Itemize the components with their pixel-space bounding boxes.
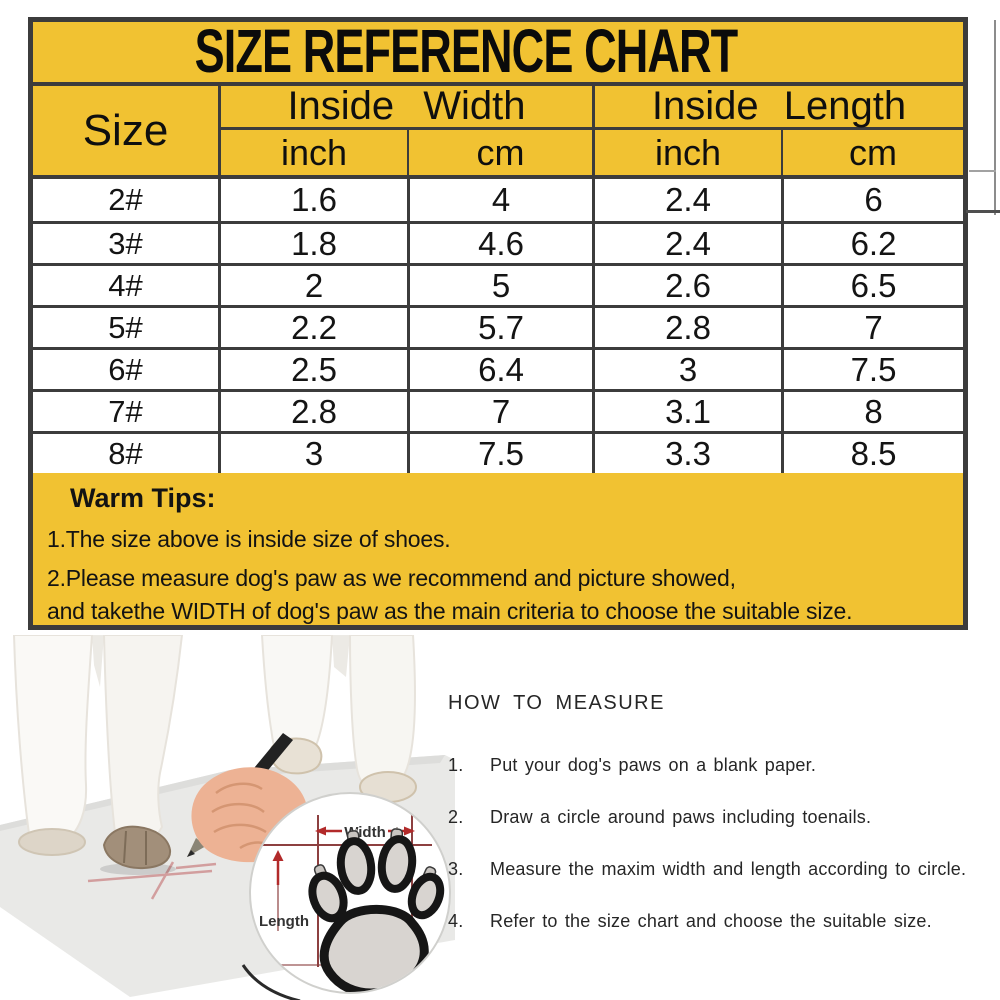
table-cell: 4: [407, 179, 592, 221]
table-cell: 5#: [33, 305, 218, 347]
step-number: 4.: [448, 911, 464, 931]
table-cell: 6: [781, 179, 963, 221]
measure-step: 3. Measure the maxim width and length ac…: [448, 859, 1000, 880]
table-cell: 4#: [33, 263, 218, 305]
traced-line: [241, 964, 301, 1000]
table-cell: 2#: [108, 182, 143, 217]
table-cell: 4.6: [407, 221, 592, 263]
measure-step: 4. Refer to the size chart and choose th…: [448, 911, 1000, 932]
table-cell: 3.1: [592, 389, 781, 431]
table-cell: 8: [781, 389, 963, 431]
header-length-inch: inch: [592, 130, 781, 175]
warm-tips-heading: Warm Tips:: [70, 483, 216, 513]
header-length-cm: cm: [781, 130, 963, 175]
table-cell: 2.8: [592, 305, 781, 347]
measure-step: 1. Put your dog's paws on a blank paper.: [448, 755, 1000, 776]
size-reference-table: SIZE REFERENCE CHART Size Inside Width I…: [28, 17, 968, 630]
table-cell: 7: [407, 389, 592, 431]
header-width-cm: cm: [407, 130, 592, 175]
trace-marks: [87, 861, 217, 900]
step-text: Measure the maxim width and length accor…: [490, 859, 967, 879]
table-cell: 3: [218, 431, 407, 473]
dog-hind-legs: [260, 634, 417, 803]
table-cell: 6#: [33, 347, 218, 389]
table-cell: 2.4: [592, 221, 781, 263]
step-number: 2.: [448, 807, 464, 827]
edge-artifact-line: [994, 20, 996, 215]
step-number: 1.: [448, 755, 464, 775]
table-cell: 3.3: [592, 431, 781, 473]
length-arrow: [272, 850, 284, 885]
chart-title: SIZE REFERENCE CHART: [194, 18, 739, 86]
table-cell: 3#: [33, 221, 218, 263]
table-cell: 2.2: [218, 305, 407, 347]
table-cell: 8.5: [781, 431, 963, 473]
header-inside-length: Inside Length: [592, 84, 963, 130]
warm-tips-section: Warm Tips: 1.The size above is inside si…: [33, 473, 963, 625]
table-cell: 1.8: [218, 221, 407, 263]
table-cell: 6.4: [407, 347, 592, 389]
table-cell: 7#: [33, 389, 218, 431]
measurement-photo-svg: Width Length: [0, 634, 455, 1000]
warm-tips-line: 1.The size above is inside size of shoes…: [47, 526, 451, 552]
warm-tips-line: and takethe WIDTH of dog's paw as the ma…: [47, 598, 853, 624]
measurement-photo: Width Length: [0, 634, 455, 1000]
table-cell: 5.7: [407, 305, 592, 347]
table-body: 2# 1.6 4 2.4 6 3# 1.8 4.6 2.4 6.2 4# 2 5…: [33, 179, 963, 473]
step-text: Put your dog's paws on a blank paper.: [490, 755, 817, 775]
table-cell: 2.5: [218, 347, 407, 389]
table-title-row: SIZE REFERENCE CHART: [33, 19, 963, 86]
table-cell: 6.5: [781, 263, 963, 305]
table-cell: 7.5: [407, 431, 592, 473]
table-cell: 2.4: [592, 179, 781, 221]
table-cell: 2.8: [218, 389, 407, 431]
step-text: Draw a circle around paws including toen…: [490, 807, 872, 827]
table-cell: 7: [781, 305, 963, 347]
how-to-measure-section: HOW TO MEASURE 1. Put your dog's paws on…: [448, 692, 1000, 963]
length-label: Length: [259, 913, 309, 930]
table-cell: 3: [592, 347, 781, 389]
step-text: Refer to the size chart and choose the s…: [490, 911, 932, 931]
table-cell: 8#: [33, 431, 218, 473]
measure-step: 2. Draw a circle around paws including t…: [448, 807, 1000, 828]
table-cell: 2: [218, 263, 407, 305]
dog-front-legs: [12, 634, 184, 875]
table-cell: 6.2: [781, 221, 963, 263]
table-cell: 5: [407, 263, 592, 305]
edge-artifact-tick: [966, 210, 1000, 213]
header-size: Size: [82, 105, 169, 155]
warm-tips-line: 2.Please measure dog's paw as we recomme…: [47, 565, 736, 591]
how-to-measure-heading: HOW TO MEASURE: [448, 692, 665, 714]
header-width-inch: inch: [218, 130, 407, 175]
table-cell: 7.5: [781, 347, 963, 389]
edge-artifact-tick: [969, 170, 996, 172]
table-header: Size Inside Width Inside Length inch cm …: [33, 84, 963, 179]
header-inside-width: Inside Width: [218, 84, 592, 130]
table-cell: 2.6: [592, 263, 781, 305]
table-cell: 1.6: [218, 179, 407, 221]
step-number: 3.: [448, 859, 464, 879]
